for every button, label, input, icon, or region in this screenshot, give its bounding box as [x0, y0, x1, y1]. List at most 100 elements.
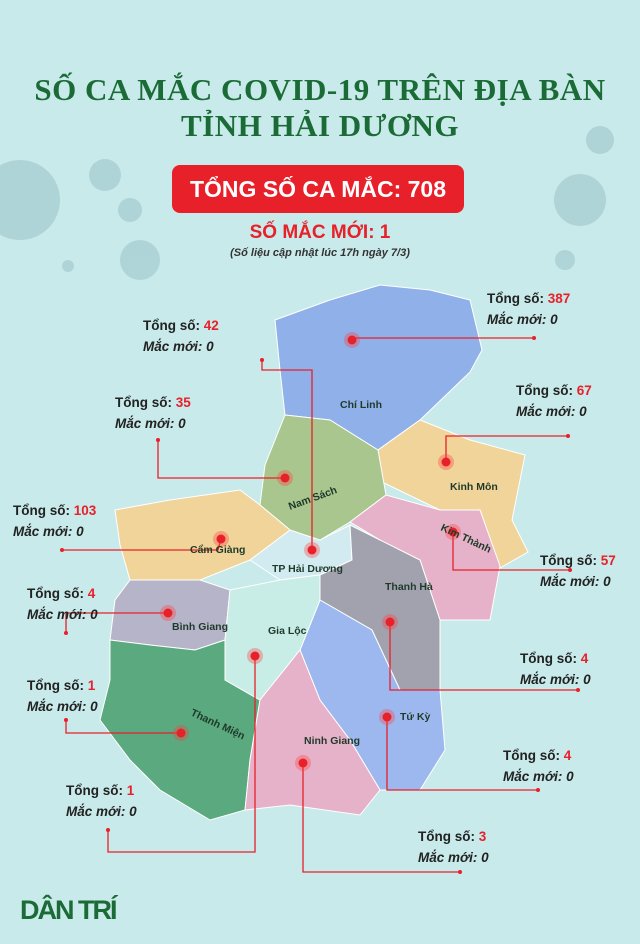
callout-line-thanh-ha — [389, 622, 578, 691]
region-label-tu-ky: Tứ Kỳ — [400, 711, 431, 723]
callout-end-dot — [60, 548, 64, 552]
new-line: Mắc mới: 0 — [115, 413, 191, 434]
new-value: 0 — [481, 850, 489, 865]
total-line: Tổng số: 67 — [516, 380, 592, 401]
new-line: Mắc mới: 0 — [27, 604, 98, 625]
total-label: Tổng số: — [66, 783, 127, 798]
callout-line-kim-thanh — [452, 532, 570, 571]
callout-cam-giang: Tổng số: 103 Mắc mới: 0 — [13, 500, 96, 542]
location-dot-thanh-mien — [176, 728, 186, 738]
callout-end-dot — [568, 568, 572, 572]
new-label: Mắc mới: — [27, 699, 91, 714]
total-line: Tổng số: 42 — [143, 315, 219, 336]
location-dot-chi-linh — [347, 335, 357, 345]
region-cam-giang — [114, 489, 291, 581]
new-label: Mắc mới: — [540, 574, 604, 589]
total-value: 1 — [87, 678, 96, 693]
new-line: Mắc mới: 0 — [418, 847, 489, 868]
location-dot-kim-thanh — [448, 527, 458, 537]
region-label-gia-loc: Gia Lộc — [268, 625, 307, 637]
total-line: Tổng số: 3 — [418, 826, 489, 847]
callout-line-kinh-mon — [445, 435, 568, 462]
callout-nam-sach: Tổng số: 35 Mắc mới: 0 — [115, 392, 191, 434]
total-line: Tổng số: 35 — [115, 392, 191, 413]
location-dot-cam-giang — [216, 534, 226, 544]
new-label: Mắc mới: — [27, 607, 91, 622]
total-line: Tổng số: 103 — [13, 500, 96, 521]
callout-end-dot — [576, 688, 580, 692]
new-label: Mắc mới: — [487, 312, 551, 327]
total-label: Tổng số: — [27, 586, 88, 601]
callout-end-dot — [532, 336, 536, 340]
new-value: 0 — [583, 672, 591, 687]
total-label: Tổng số: — [520, 651, 581, 666]
total-value: 57 — [600, 553, 616, 568]
total-value: 387 — [547, 291, 571, 306]
callout-end-dot — [536, 788, 540, 792]
total-value: 35 — [175, 395, 191, 410]
region-label-tp-hai-duong: TP Hải Dương — [272, 563, 343, 575]
location-dot-ninh-giang — [298, 758, 308, 768]
callout-end-dot — [156, 438, 160, 442]
callout-binh-giang: Tổng số: 4 Mắc mới: 0 — [27, 583, 98, 625]
callout-end-dot — [566, 434, 570, 438]
callout-line-thanh-mien — [65, 720, 181, 734]
new-value: 0 — [579, 404, 587, 419]
callout-end-dot — [64, 631, 68, 635]
region-nam-sach — [259, 414, 387, 541]
callout-chi-linh: Tổng số: 387 Mắc mới: 0 — [487, 288, 570, 330]
new-value: 0 — [76, 524, 84, 539]
callout-line-tp-hai-duong — [261, 360, 313, 550]
location-dot-tu-ky — [382, 712, 392, 722]
region-ninh-giang — [244, 649, 381, 816]
new-label: Mắc mới: — [503, 769, 567, 784]
region-label-thanh-ha: Thanh Hà — [385, 581, 433, 593]
new-line: Mắc mới: 0 — [520, 669, 591, 690]
total-label: Tổng số: — [418, 829, 479, 844]
callout-line-ninh-giang — [302, 763, 460, 873]
total-line: Tổng số: 4 — [520, 648, 591, 669]
region-label-kinh-mon: Kinh Môn — [450, 481, 498, 493]
total-value: 103 — [73, 503, 97, 518]
new-value: 0 — [90, 699, 98, 714]
location-dot-gia-loc — [250, 651, 260, 661]
new-value: 0 — [129, 804, 137, 819]
location-dot-tp-hai-duong — [307, 545, 317, 555]
callout-end-dot — [260, 358, 264, 362]
new-value: 0 — [178, 416, 186, 431]
location-dot-thanh-ha — [385, 617, 395, 627]
new-label: Mắc mới: — [516, 404, 580, 419]
new-line: Mắc mới: 0 — [66, 801, 137, 822]
total-line: Tổng số: 57 — [540, 550, 616, 571]
callout-end-dot — [458, 870, 462, 874]
location-dot-kinh-mon — [441, 457, 451, 467]
new-line: Mắc mới: 0 — [540, 571, 616, 592]
callout-tu-ky: Tổng số: 4 Mắc mới: 0 — [503, 745, 574, 787]
region-label-chi-linh: Chí Linh — [340, 399, 382, 411]
region-label-ninh-giang: Ninh Giang — [304, 735, 360, 747]
new-line: Mắc mới: 0 — [143, 336, 219, 357]
new-line: Mắc mới: 0 — [13, 521, 96, 542]
new-label: Mắc mới: — [66, 804, 130, 819]
new-line: Mắc mới: 0 — [516, 401, 592, 422]
callout-thanh-ha: Tổng số: 4 Mắc mới: 0 — [520, 648, 591, 690]
total-value: 3 — [478, 829, 487, 844]
total-value: 1 — [126, 783, 135, 798]
callout-gia-loc: Tổng số: 1 Mắc mới: 0 — [66, 780, 137, 822]
virus-decoration — [0, 126, 614, 280]
total-value: 4 — [87, 586, 96, 601]
callout-tp-hai-duong: Tổng số: 42 Mắc mới: 0 — [143, 315, 219, 357]
region-label-binh-giang: Bình Giang — [172, 621, 228, 633]
location-dot-binh-giang — [163, 608, 173, 618]
callout-line-binh-giang — [65, 612, 168, 633]
region-label-cam-giang: Cẩm Giàng — [190, 544, 245, 556]
callout-line-nam-sach — [157, 440, 285, 479]
new-cases-label: SỐ MẮC MỚI: 1 — [249, 222, 391, 243]
callout-end-dot — [106, 828, 110, 832]
region-kinh-mon — [377, 419, 529, 569]
callout-ninh-giang: Tổng số: 3 Mắc mới: 0 — [418, 826, 489, 868]
total-line: Tổng số: 387 — [487, 288, 570, 309]
title-line-2: TỈNH HẢI DƯƠNG — [181, 108, 459, 143]
new-label: Mắc mới: — [13, 524, 77, 539]
